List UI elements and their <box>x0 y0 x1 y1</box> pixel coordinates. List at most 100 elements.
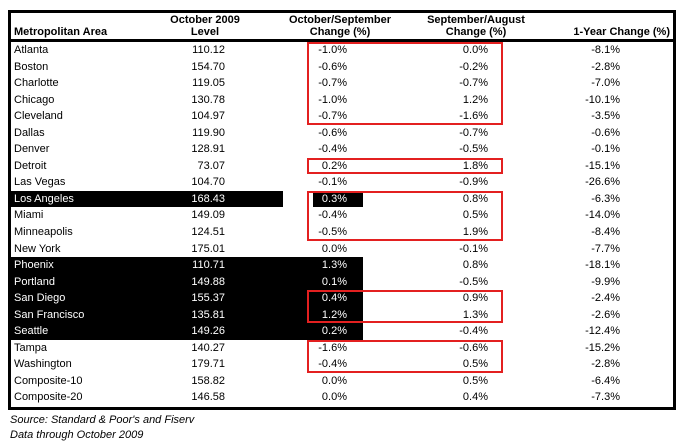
oct-sep-change-cell: -0.4% <box>318 209 347 222</box>
table-row: Tampa 140.27 -1.6% -0.6% -15.2% <box>11 340 673 357</box>
sep-aug-change-cell: -0.7% <box>459 77 488 90</box>
level-cell: 135.81 <box>191 308 225 321</box>
table-row: San Diego 155.37 0.4% 0.9% -2.4% <box>11 290 673 307</box>
level-cell: 149.26 <box>191 325 225 338</box>
sep-aug-change-cell: 1.8% <box>462 159 488 172</box>
table-row: San Francisco 135.81 1.2% 1.3% -2.6% <box>11 306 673 324</box>
table-row: Los Angeles 168.43 0.3% 0.8% -6.3% <box>11 190 673 208</box>
header-oct-sep: October/September <box>288 14 392 26</box>
level-cell: 104.70 <box>191 176 225 189</box>
metro-area-cell: Composite-20 <box>14 391 83 404</box>
sep-aug-change-cell: -0.4% <box>459 325 488 338</box>
sep-aug-change-cell: 0.8% <box>462 259 488 272</box>
table-row: Chicago 130.78 -1.0% 1.2% -10.1% <box>11 92 673 109</box>
sep-aug-change-cell: -0.1% <box>459 242 488 255</box>
metro-area-cell: Composite-10 <box>14 374 83 387</box>
row-highlight-bar <box>313 190 363 208</box>
metro-area-cell: Minneapolis <box>14 226 73 239</box>
table-row: Cleveland 104.97 -0.7% -1.6% -3.5% <box>11 108 673 125</box>
header-1-year-change: 1-Year Change (%) <box>573 26 670 38</box>
one-year-change-cell: -6.4% <box>591 374 620 387</box>
header-sep-aug: September/August <box>427 14 525 26</box>
sep-aug-change-cell: -0.9% <box>459 176 488 189</box>
table-body: Atlanta 110.12 -1.0% 0.0% -8.1% Boston 1… <box>11 42 673 407</box>
row-highlight-bar <box>11 273 363 291</box>
table-row: Detroit 73.07 0.2% 1.8% -15.1% <box>11 158 673 175</box>
table-row: Seattle 149.26 0.2% -0.4% -12.4% <box>11 323 673 340</box>
level-cell: 168.43 <box>191 192 225 205</box>
sep-aug-change-cell: 0.5% <box>462 209 488 222</box>
header-october-2009: October 2009 <box>170 14 240 26</box>
one-year-change-cell: -15.2% <box>585 341 620 354</box>
metro-area-cell: Charlotte <box>14 77 59 90</box>
one-year-change-cell: -8.4% <box>591 226 620 239</box>
metro-area-cell: Portland <box>14 275 55 288</box>
row-highlight-bar <box>11 257 363 274</box>
oct-sep-change-cell: -1.0% <box>318 93 347 106</box>
level-cell: 110.71 <box>192 259 225 272</box>
table-row: Minneapolis 124.51 -0.5% 1.9% -8.4% <box>11 224 673 241</box>
level-cell: 110.12 <box>192 44 225 56</box>
metro-area-cell: Las Vegas <box>14 176 66 189</box>
sep-aug-change-cell: 0.5% <box>462 358 488 371</box>
one-year-change-cell: -18.1% <box>585 259 620 272</box>
header-level: Level <box>190 26 220 38</box>
row-highlight-bar <box>11 190 283 208</box>
one-year-change-cell: -0.1% <box>591 143 620 156</box>
oct-sep-change-cell: 0.0% <box>321 242 347 255</box>
one-year-change-cell: -3.5% <box>591 110 620 123</box>
oct-sep-change-cell: 0.2% <box>321 159 347 172</box>
table-row: New York 175.01 0.0% -0.1% -7.7% <box>11 241 673 258</box>
metro-area-cell: Cleveland <box>14 110 63 123</box>
oct-sep-change-cell: -1.0% <box>318 44 347 56</box>
level-cell: 119.05 <box>192 77 225 90</box>
table-row: Washington 179.71 -0.4% 0.5% -2.8% <box>11 356 673 373</box>
level-cell: 175.01 <box>191 242 225 255</box>
table-header: Metropolitan Area October 2009 Level Oct… <box>11 13 673 42</box>
one-year-change-cell: -0.6% <box>591 126 620 139</box>
sep-aug-change-cell: -0.5% <box>459 275 488 288</box>
oct-sep-change-cell: 1.3% <box>321 259 347 272</box>
metro-area-cell: Washington <box>14 358 72 371</box>
row-highlight-bar <box>11 306 363 324</box>
sep-aug-change-cell: 1.9% <box>462 226 488 239</box>
oct-sep-change-cell: 0.0% <box>321 374 347 387</box>
table-row: Dallas 119.90 -0.6% -0.7% -0.6% <box>11 125 673 142</box>
oct-sep-change-cell: -0.6% <box>318 60 347 73</box>
sep-aug-change-cell: 0.8% <box>462 192 488 205</box>
one-year-change-cell: -2.8% <box>591 358 620 371</box>
metro-area-cell: Detroit <box>14 159 47 172</box>
metro-area-cell: New York <box>14 242 61 255</box>
metro-area-cell: Seattle <box>14 325 49 338</box>
level-cell: 149.09 <box>191 209 225 222</box>
oct-sep-change-cell: -0.4% <box>318 143 347 156</box>
table-row: Phoenix 110.71 1.3% 0.8% -18.1% <box>11 257 673 274</box>
table-row: Portland 149.88 0.1% -0.5% -9.9% <box>11 273 673 291</box>
sep-aug-change-cell: 0.4% <box>462 391 488 404</box>
metro-area-cell: San Francisco <box>14 308 85 321</box>
sep-aug-change-cell: 0.5% <box>462 374 488 387</box>
sep-aug-change-cell: 0.0% <box>462 44 488 56</box>
one-year-change-cell: -9.9% <box>591 275 620 288</box>
level-cell: 128.91 <box>191 143 225 156</box>
one-year-change-cell: -12.4% <box>585 325 620 338</box>
metro-area-cell: Chicago <box>14 93 55 106</box>
metro-area-cell: Miami <box>14 209 44 222</box>
source-note: Source: Standard & Poor's and Fiserv <box>10 414 195 426</box>
one-year-change-cell: -10.1% <box>585 93 620 106</box>
sep-aug-change-cell: -1.6% <box>459 110 488 123</box>
oct-sep-change-cell: -0.6% <box>318 126 347 139</box>
level-cell: 149.88 <box>191 275 225 288</box>
table-row: Denver 128.91 -0.4% -0.5% -0.1% <box>11 141 673 158</box>
level-cell: 155.37 <box>191 292 225 305</box>
sep-aug-change-cell: -0.5% <box>459 143 488 156</box>
oct-sep-change-cell: -0.1% <box>318 176 347 189</box>
table-row: Composite-20 146.58 0.0% 0.4% -7.3% <box>11 389 673 406</box>
sep-aug-change-cell: -0.6% <box>459 341 488 354</box>
level-cell: 119.90 <box>192 126 225 139</box>
level-cell: 104.97 <box>191 110 225 123</box>
level-cell: 124.51 <box>191 226 225 239</box>
one-year-change-cell: -6.3% <box>591 192 620 205</box>
sep-aug-change-cell: -0.7% <box>459 126 488 139</box>
